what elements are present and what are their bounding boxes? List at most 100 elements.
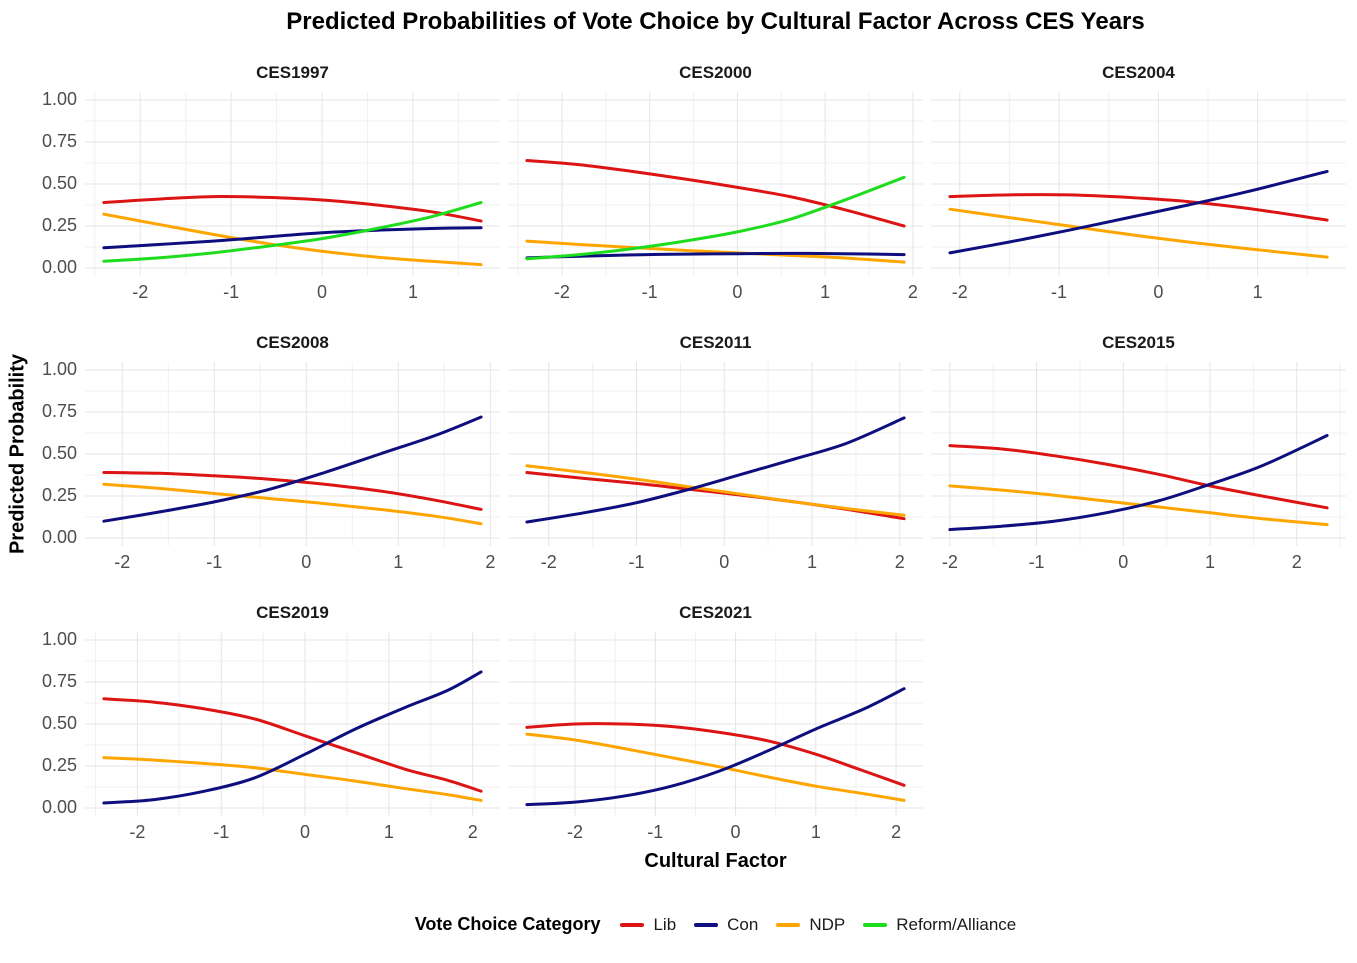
x-tick-label: 2 [891,822,902,842]
series-line-NDP [102,756,483,802]
series-line-Con [525,687,906,807]
legend-key-Lib [620,922,645,927]
x-tick-label: 2 [907,282,918,302]
x-tick-label: 0 [719,552,730,572]
y-tick-label: 0.00 [41,527,77,547]
facet-panel-CES2004: CES2004 -2 -1 0 1 [931,58,1346,302]
x-tick-label: 0 [317,282,328,302]
facet-strip-title: CES2008 [256,333,329,352]
series-line-NDP [102,212,483,267]
x-tick-label: -2 [540,552,557,572]
x-tick-label: -2 [567,822,584,842]
y-tick-label: 0.50 [41,713,77,733]
y-tick-label: 0.25 [41,485,77,505]
x-tick-label: 1 [1205,552,1216,572]
x-tick-label: 1 [383,822,394,842]
series-line-Lib [102,471,483,511]
panel-plot-CES1997 [85,92,500,276]
panel-plot-CES2008 [85,362,500,546]
facet-strip-title: CES2011 [679,333,752,352]
legend-label: Lib [653,914,677,934]
facet-strip-title: CES2004 [1102,63,1175,82]
panel-plot-CES2000 [508,92,923,276]
x-tick-label: -2 [941,552,958,572]
x-tick-label: 1 [407,282,418,302]
x-tick-label: -1 [641,282,658,302]
panel-plot-CES2004 [931,92,1346,276]
facet-panel-CES2008: CES2008 -2 -1 0 1 2 0.00 0.25 0.50 0.75 1.00 [42,328,500,572]
x-tick-label: 0 [301,552,312,572]
series-line-NDP [525,239,906,264]
facet-panel-CES2015: CES2015 -2 -1 0 1 2 [931,328,1346,572]
y-tick-label: 1.00 [41,359,77,379]
x-tick-label: -2 [132,282,149,302]
x-tick-label: 1 [1252,282,1263,302]
panel-plot-CES2021 [508,632,923,816]
facet-strip-title: CES2015 [1102,333,1175,352]
x-tick-label: -1 [206,552,223,572]
legend-key-Con [694,922,719,927]
x-tick-label: -1 [213,822,230,842]
x-tick-label: -2 [114,552,131,572]
panel-plot-CES2015 [931,362,1346,546]
series-line-Con [525,416,906,524]
x-tick-label: -1 [628,552,645,572]
x-tick-label: -2 [129,822,146,842]
series-line-Con [525,251,906,260]
x-tick-label: -1 [1028,552,1045,572]
legend-item-Lib: Lib [620,915,676,935]
series-line-Con [948,434,1329,532]
facet-panel-CES2021: CES2021 -2 -1 0 1 2 [508,598,923,842]
x-tick-label: 1 [820,282,831,302]
series-line-Lib [948,193,1329,222]
y-tick-label: 1.00 [41,89,77,109]
y-tick-label: 1.00 [41,629,77,649]
y-tick-label: 0.75 [41,131,77,151]
y-tick-label: 0.75 [41,401,77,421]
x-tick-label: -1 [223,282,240,302]
chart-title: Predicted Probabilities of Vote Choice b… [286,8,1145,35]
series-line-NDP [525,464,906,517]
series-line-Con [102,415,483,523]
legend-label: Con [727,914,759,934]
x-tick-label: 0 [730,822,741,842]
series-line-Lib [102,195,483,223]
legend-label: Reform/Alliance [896,914,1017,934]
facet-panel-CES2019: CES2019 -2 -1 0 1 2 0.00 0.25 0.50 0.75 1.00 [42,598,500,842]
y-tick-label: 0.75 [41,671,77,691]
facet-strip-title: CES2000 [679,63,752,82]
x-tick-label: -2 [951,282,968,302]
legend-item-Reform/Alliance: Reform/Alliance [863,915,1016,935]
x-tick-label: 0 [732,282,743,302]
panel-plot-CES2019 [85,632,500,816]
x-tick-label: -1 [647,822,664,842]
facet-panel-CES2000: CES2000 -2 -1 0 1 2 [508,58,923,302]
x-tick-label: 2 [467,822,478,842]
series-line-NDP [948,207,1329,259]
series-line-Lib [948,444,1329,510]
x-tick-label: 1 [810,822,821,842]
series-line-Lib [102,697,483,793]
facet-panel-CES1997: CES1997 -2 -1 0 1 0.00 0.25 0.50 0.75 1.00 [42,58,500,302]
series-line-Lib [525,722,906,787]
legend-item-Con: Con [694,915,758,935]
series-line-Con [948,169,1329,255]
legend-item-NDP: NDP [776,915,845,935]
y-tick-label: 0.25 [41,215,77,235]
legend: Vote Choice Category Lib Con NDP Reform/All… [85,914,1346,935]
series-line-Lib [525,159,906,228]
legend-items: Lib Con NDP Reform/Alliance [620,915,1016,935]
legend-key-Reform/Alliance [863,922,888,927]
series-line-Con [102,670,483,805]
x-tick-label: 0 [1153,282,1164,302]
legend-label: NDP [809,914,846,934]
series-line-Con [102,226,483,250]
facet-strip-title: CES2019 [256,603,329,622]
facet-strip-title: CES2021 [679,603,752,622]
x-tick-label: 2 [1291,552,1302,572]
series-line-NDP [948,484,1329,527]
x-tick-label: 2 [894,552,905,572]
x-tick-label: 0 [1118,552,1129,572]
